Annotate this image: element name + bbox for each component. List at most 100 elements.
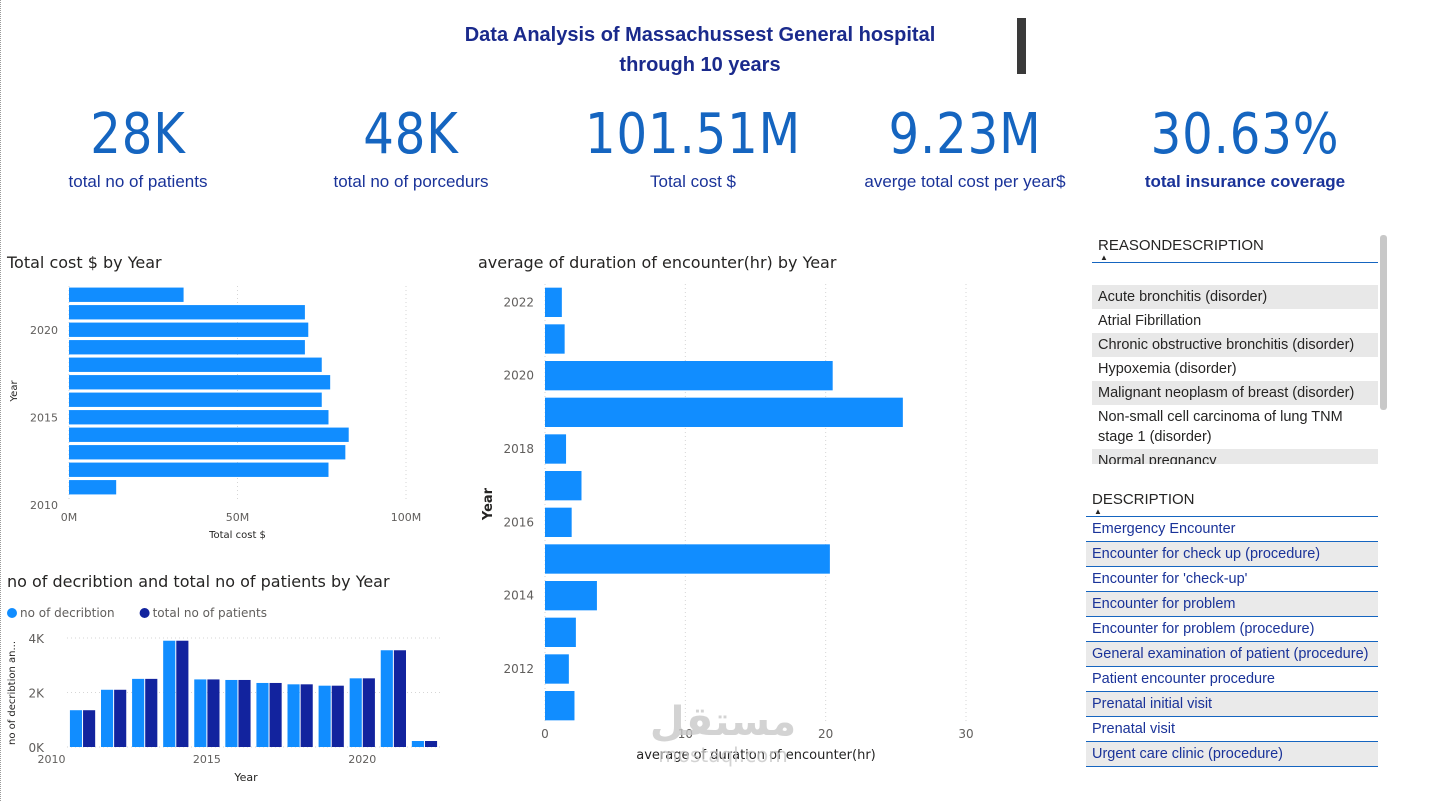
bar-2018 [69, 357, 322, 372]
bar-total-no-of-patients-2011 [83, 710, 96, 747]
bar-2012 [545, 654, 569, 684]
legend-label: no of decribtion [20, 606, 115, 620]
chart-title-avg-duration: average of duration of encounter(hr) by … [478, 253, 837, 272]
description-slicer-item[interactable]: Prenatal initial visit [1086, 692, 1378, 717]
bar-total-no-of-patients-2022 [424, 741, 438, 747]
bar-2019 [69, 340, 305, 355]
bar-no-of-decribtion-2014 [163, 640, 176, 747]
bar-2020 [69, 322, 309, 337]
bar-2017 [69, 375, 331, 390]
reason-slicer-item[interactable]: Acute bronchitis (disorder) [1092, 285, 1378, 309]
kpi-card-total-cost: 101.51M Total cost $ [563, 100, 823, 192]
bar-2021 [69, 305, 305, 320]
description-slicer-item[interactable]: Encounter for problem [1086, 592, 1378, 617]
bar-2014 [545, 581, 597, 611]
y-tick-label: 2020 [30, 324, 58, 337]
description-slicer-item[interactable]: Encounter for check up (procedure) [1086, 542, 1378, 567]
bar-total-no-of-patients-2013 [145, 678, 158, 747]
description-slicer-item[interactable]: Encounter for problem (procedure) [1086, 617, 1378, 642]
description-slicer[interactable]: DESCRIPTION ▲ Emergency Encounter Encount… [1086, 491, 1378, 767]
reason-slicer-scrollbar[interactable] [1380, 235, 1387, 410]
bar-2019 [545, 397, 903, 427]
reason-slicer-item[interactable]: Malignant neoplasm of breast (disorder) [1092, 381, 1378, 405]
description-slicer-item[interactable]: Encounter for 'check-up' [1086, 567, 1378, 592]
bar-no-of-decribtion-2021 [380, 650, 393, 747]
y-tick-label: 2018 [503, 442, 534, 456]
bar-total-no-of-patients-2020 [362, 678, 375, 747]
bar-2017 [545, 471, 582, 501]
bar-2020 [545, 361, 833, 391]
watermark-arabic: مستقل [649, 699, 797, 745]
x-tick-label: 2010 [37, 753, 65, 766]
x-axis-title: Year [233, 771, 258, 784]
y-tick-label: 2014 [503, 589, 534, 603]
description-slicer-item[interactable]: Prenatal visit [1086, 717, 1378, 742]
legend-marker [139, 608, 150, 618]
kpi-card-patients: 28K total no of patients [8, 100, 268, 192]
x-axis-title: Total cost $ [208, 530, 266, 541]
title-line-1: Data Analysis of Massachussest General h… [464, 24, 936, 46]
legend-label: total no of patients [153, 606, 267, 620]
kpi-label: total no of patients [68, 172, 208, 191]
kpi-value: 48K [363, 102, 459, 167]
description-slicer-item[interactable]: General examination of patient (procedur… [1086, 642, 1378, 667]
bar-total-no-of-patients-2018 [300, 684, 313, 747]
bar-no-of-decribtion-2015 [194, 679, 207, 747]
x-tick-label: 100M [391, 511, 422, 524]
kpi-label: averge total cost per year$ [864, 172, 1066, 191]
kpi-card-insurance: 30.63% total insurance coverage [1115, 100, 1375, 192]
bar-total-no-of-patients-2016 [238, 679, 251, 747]
reason-slicer-item[interactable]: Non-small cell carcinoma of lung TNM sta… [1098, 409, 1343, 445]
bar-2011 [69, 480, 117, 495]
description-slicer-item[interactable]: Urgent care clinic (procedure) [1086, 742, 1378, 767]
bar-no-of-decribtion-2018 [287, 684, 300, 747]
kpi-value: 9.23M [888, 102, 1042, 167]
reason-slicer-item[interactable]: Normal pregnancy [1092, 449, 1378, 464]
bar-2015 [545, 544, 830, 574]
sort-caret-icon[interactable]: ▲ [1094, 507, 1102, 516]
bar-no-of-decribtion-2016 [225, 679, 238, 747]
page-border [0, 0, 2, 801]
y-tick-label: 2015 [30, 411, 58, 424]
x-axis-title: average of duration of encounter(hr) [636, 748, 876, 763]
bar-2021 [545, 324, 565, 354]
x-tick-label: 10 [678, 727, 693, 741]
description-slicer-item[interactable]: Emergency Encounter [1086, 517, 1378, 542]
y-tick-label: 4K [28, 632, 45, 646]
bar-no-of-decribtion-2019 [318, 685, 331, 747]
x-tick-label: 30 [958, 727, 973, 741]
y-tick-label: 2012 [503, 662, 534, 676]
y-tick-label: 2016 [503, 515, 534, 529]
bar-no-of-decribtion-2020 [349, 678, 362, 747]
y-tick-label: 2020 [503, 369, 534, 383]
kpi-card-procedures: 48K total no of porcedurs [281, 100, 541, 192]
kpi-label: total no of porcedurs [333, 172, 489, 191]
slicer-item-list: Acute bronchitis (disorder) Atrial Fibril… [1092, 285, 1378, 464]
bar-2018 [545, 434, 567, 464]
y-axis-title: Year [9, 380, 20, 403]
y-axis-title: Year [481, 487, 496, 521]
watermark-latin: mostaql.com [658, 743, 788, 767]
title-line-2: through 10 years [619, 54, 781, 76]
sort-caret-icon[interactable]: ▲ [1100, 253, 1108, 262]
slicer-header: DESCRIPTION [1092, 491, 1195, 508]
y-tick-label: 0K [28, 741, 45, 755]
bar-2012 [69, 462, 329, 477]
x-tick-label: 2020 [348, 753, 376, 766]
bar-2011 [545, 691, 575, 721]
y-tick-label: 2022 [503, 295, 534, 309]
reason-slicer-item[interactable]: Hypoxemia (disorder) [1098, 361, 1237, 377]
reason-description-slicer[interactable]: REASONDESCRIPTION ▲ Acute bronchitis (di… [1092, 237, 1378, 464]
slicer-header: REASONDESCRIPTION [1098, 237, 1264, 254]
reason-slicer-item[interactable]: Chronic obstructive bronchitis (disorder… [1092, 333, 1378, 357]
description-slicer-item[interactable]: Patient encounter procedure [1086, 667, 1378, 692]
bar-total-no-of-patients-2012 [114, 689, 127, 747]
kpi-value: 30.63% [1150, 102, 1340, 167]
kpi-value: 101.51M [584, 102, 802, 167]
y-tick-label: 2K [28, 687, 45, 701]
bar-2015 [69, 410, 329, 425]
reason-slicer-item[interactable]: Atrial Fibrillation [1098, 313, 1202, 329]
bar-2016 [69, 392, 322, 407]
bar-total-no-of-patients-2015 [207, 679, 220, 747]
